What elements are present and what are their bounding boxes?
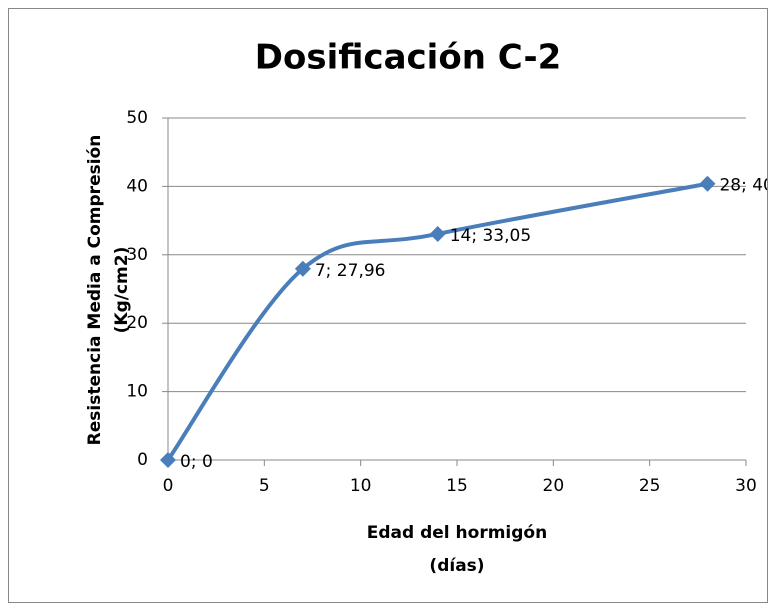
marker [699,175,716,192]
x-tick-label: 15 [446,476,468,496]
y-tick-label: 10 [126,382,148,402]
x-tick-label: 20 [543,476,565,496]
y-tick-label: 50 [126,108,148,128]
marker [429,225,446,242]
x-tick-label: 0 [163,476,174,496]
y-axis-label: Resistencia Media a Compresión [85,135,105,446]
data-label: 7; 27,96 [315,261,386,281]
x-tick-label: 25 [639,476,661,496]
chart-title: Dosificación C-2 [255,38,561,78]
x-tick-label: 30 [735,476,757,496]
marker [294,260,311,277]
chart-border [8,8,768,603]
x-tick-label: 10 [350,476,372,496]
y-tick-label: 20 [126,313,148,333]
data-label: 0; 0 [180,452,213,472]
series-line [166,181,708,462]
x-axis-label: Edad del hormigón [367,523,547,543]
y-tick-label: 40 [126,176,148,196]
x-tick-label: 5 [259,476,270,496]
y-tick-label: 0 [137,450,148,470]
data-label: 28; 40,39 [719,176,776,196]
x-axis-label: (días) [429,556,484,576]
data-label: 14; 33,05 [450,226,531,246]
y-tick-label: 30 [126,245,148,265]
y-axis-label: (Kg/cm2) [112,247,132,334]
marker [160,452,176,468]
